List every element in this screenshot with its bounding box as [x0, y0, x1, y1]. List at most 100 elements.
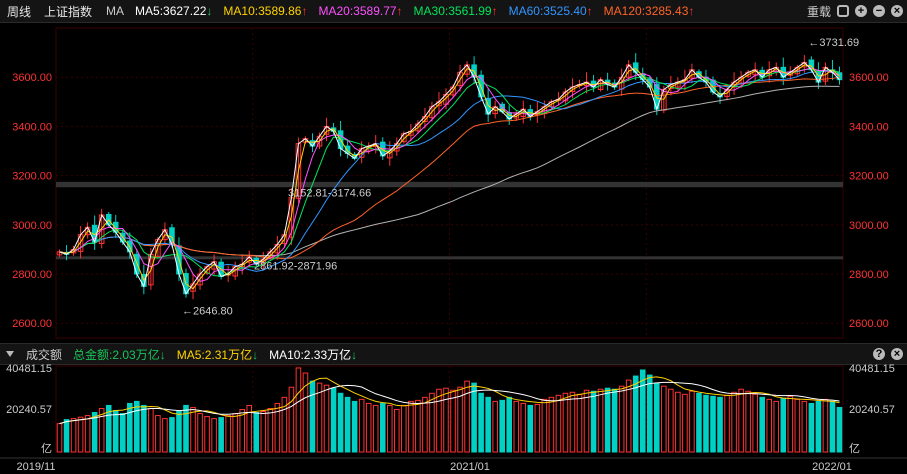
volume-bar: [267, 407, 274, 453]
volume-bar: [408, 400, 414, 453]
index-name[interactable]: 上证指数: [44, 4, 93, 19]
ma30-line: [59, 68, 840, 277]
volume-bar: [169, 417, 175, 453]
volume-bar: [155, 415, 161, 453]
volume-bar: [696, 392, 702, 453]
volume-bar: [365, 402, 372, 453]
volume-bar: [372, 404, 379, 453]
ma60-text: MA60:3525.40: [508, 4, 587, 18]
volume-unit-left: 亿: [41, 442, 52, 455]
ma250-line: [59, 85, 840, 257]
volume-bar: [548, 396, 555, 453]
volume-bar: [703, 394, 709, 453]
volume-bar: [738, 388, 744, 453]
y-tick-left: 2600.00: [12, 318, 52, 330]
volume-total-trend-icon: ↓: [159, 347, 166, 362]
volume-bar: [457, 386, 463, 453]
volume-bar: [415, 399, 421, 453]
period-tab[interactable]: 周线: [7, 4, 32, 19]
y-tick-right: 2800.00: [849, 269, 889, 281]
y-tick-right: 3000.00: [849, 220, 889, 232]
ma20-trend-icon: ↑: [396, 4, 403, 18]
ma5-value: MA5:3627.22↓: [135, 4, 212, 18]
volume-bar: [829, 400, 836, 453]
overlay-button[interactable]: 重载: [802, 2, 831, 20]
volume-bar: [787, 395, 794, 453]
gap-band: [56, 256, 843, 260]
zoom-out-icon[interactable]: −: [873, 5, 885, 17]
volume-bar: [822, 398, 829, 453]
volume-bar: [141, 404, 147, 453]
volume-bar: [119, 413, 126, 453]
volume-bar: [70, 418, 77, 453]
ma5-trend-icon: ↓: [206, 4, 213, 18]
ma60-trend-icon: ↑: [586, 4, 593, 18]
volume-bar: [112, 410, 119, 453]
volume-bar: [337, 392, 344, 453]
volume-bar: [562, 392, 569, 453]
volume-bar: [485, 396, 491, 453]
ma60-value: MA60:3525.40↑: [509, 4, 593, 18]
volume-bar: [190, 406, 196, 453]
volume-bar: [197, 413, 203, 453]
volume-bar: [590, 390, 597, 453]
volume-bar: [724, 394, 730, 453]
gap-band: [56, 181, 843, 188]
volume-total: 总金额:2.03万亿↓: [73, 346, 166, 363]
volume-bar: [379, 402, 386, 453]
y-tick-right: 3600.00: [849, 72, 889, 84]
volume-bar: [576, 393, 583, 453]
close-icon[interactable]: ×: [891, 5, 903, 17]
volume-bar: [429, 392, 435, 453]
collapse-icon[interactable]: [6, 351, 14, 357]
volume-bar: [162, 418, 168, 453]
volume-bar: [675, 391, 681, 453]
volume-bar: [583, 389, 590, 453]
volume-bar: [211, 418, 217, 453]
volume-tick-right: 20240.57: [849, 404, 895, 416]
volume-bar: [422, 396, 428, 453]
volume-settings-icon[interactable]: ?: [873, 348, 885, 360]
volume-bar: [295, 367, 302, 453]
volume-bar: [281, 396, 288, 453]
ma30-value: MA30:3561.99↑: [414, 4, 498, 18]
volume-bar: [183, 404, 189, 453]
volume-bar: [232, 413, 238, 453]
volume-bar: [555, 394, 562, 453]
ma120-trend-icon: ↑: [688, 4, 695, 18]
ma120-text: MA120:3285.43: [603, 4, 689, 18]
volume-ma10-line: [59, 381, 840, 425]
volume-bar: [126, 402, 133, 453]
volume-close-icon[interactable]: ×: [891, 348, 903, 360]
volume-bar: [604, 387, 611, 453]
volume-bar: [386, 404, 393, 453]
volume-bar: [351, 400, 358, 453]
volume-bar: [499, 399, 505, 453]
settings-icon[interactable]: [837, 5, 849, 17]
volume-bar: [148, 407, 154, 453]
volume-bar: [84, 415, 91, 453]
x-label: 2019/11: [17, 461, 56, 473]
zoom-in-icon[interactable]: +: [855, 5, 867, 17]
volume-bar: [527, 404, 534, 453]
volume-bar: [204, 416, 210, 453]
ma-label[interactable]: MA: [106, 4, 125, 18]
volume-bar: [471, 382, 477, 453]
volume-ma5-trend-icon: ↓: [252, 347, 259, 362]
volume-title[interactable]: 成交额: [26, 347, 63, 362]
volume-bar: [794, 398, 801, 453]
volume-bar: [773, 400, 780, 453]
volume-bar: [513, 400, 520, 453]
volume-bar: [689, 390, 695, 453]
volume-bar: [63, 419, 70, 453]
volume-bar: [646, 374, 653, 453]
volume-bars: [56, 367, 843, 453]
volume-bar: [443, 387, 449, 453]
volume-bar: [710, 395, 716, 453]
volume-bar: [344, 396, 351, 453]
volume-bar: [274, 402, 281, 453]
y-tick-right: 2600.00: [849, 318, 889, 330]
volume-bar: [801, 400, 808, 453]
gap-lower-annotation: 2861.92-2871.96: [254, 261, 337, 273]
